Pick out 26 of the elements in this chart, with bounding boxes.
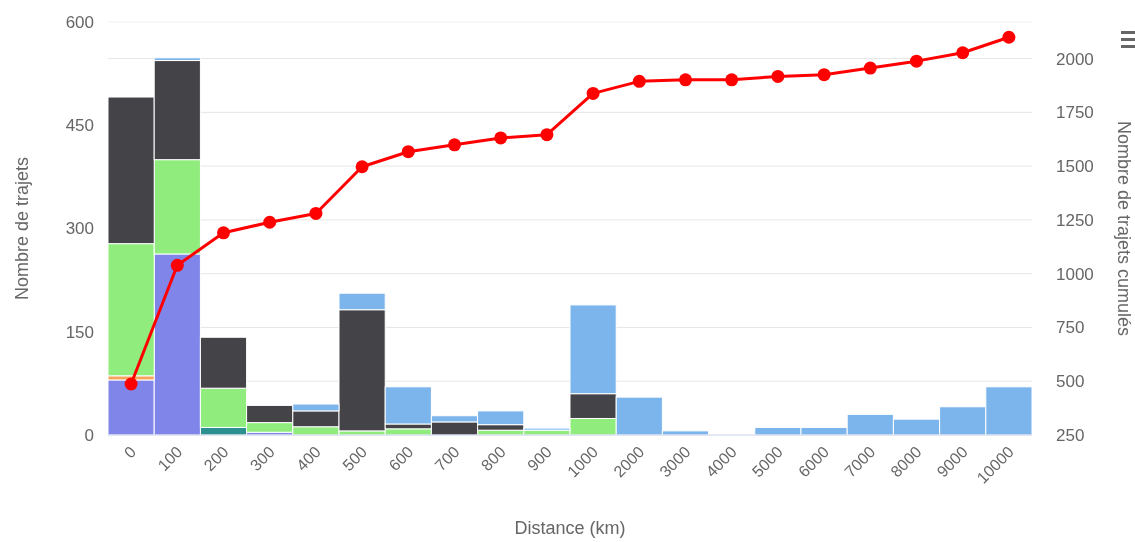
x-tick-label: 900 (524, 443, 556, 474)
x-tick-label: 600 (385, 443, 417, 474)
y2-tick-label: 500 (1056, 372, 1085, 392)
y-tick-label: 0 (84, 425, 94, 445)
y2-axis-title: Nombre de trajets cumulés (1114, 120, 1134, 337)
y2-tick-label: 250 (1056, 425, 1085, 445)
x-tick-label: 300 (246, 443, 278, 474)
y2-tick-label: 1250 (1056, 210, 1094, 230)
x-tick-label: 500 (339, 443, 371, 474)
y-tick-label: 150 (65, 322, 94, 342)
x-tick-label: 700 (431, 443, 463, 474)
y2-tick-label: 1750 (1056, 103, 1094, 123)
x-axis-title: Distance (km) (514, 518, 626, 538)
x-tick-label: 200 (200, 443, 232, 474)
y2-tick-label: 2000 (1056, 49, 1094, 69)
y-tick-label: 600 (65, 12, 94, 32)
x-tick-label: 800 (477, 443, 509, 474)
y2-tick-label: 1000 (1056, 264, 1094, 284)
y-tick-label: 450 (65, 116, 94, 136)
y2-tick-label: 1500 (1056, 157, 1094, 177)
y-tick-label: 300 (65, 219, 94, 239)
x-tick-label: 400 (293, 443, 325, 474)
y-axis-title: Nombre de trajets (12, 156, 32, 301)
x-tick-label: 100 (154, 443, 186, 474)
x-tick-label: 0 (120, 443, 140, 462)
y2-tick-label: 750 (1056, 318, 1085, 338)
